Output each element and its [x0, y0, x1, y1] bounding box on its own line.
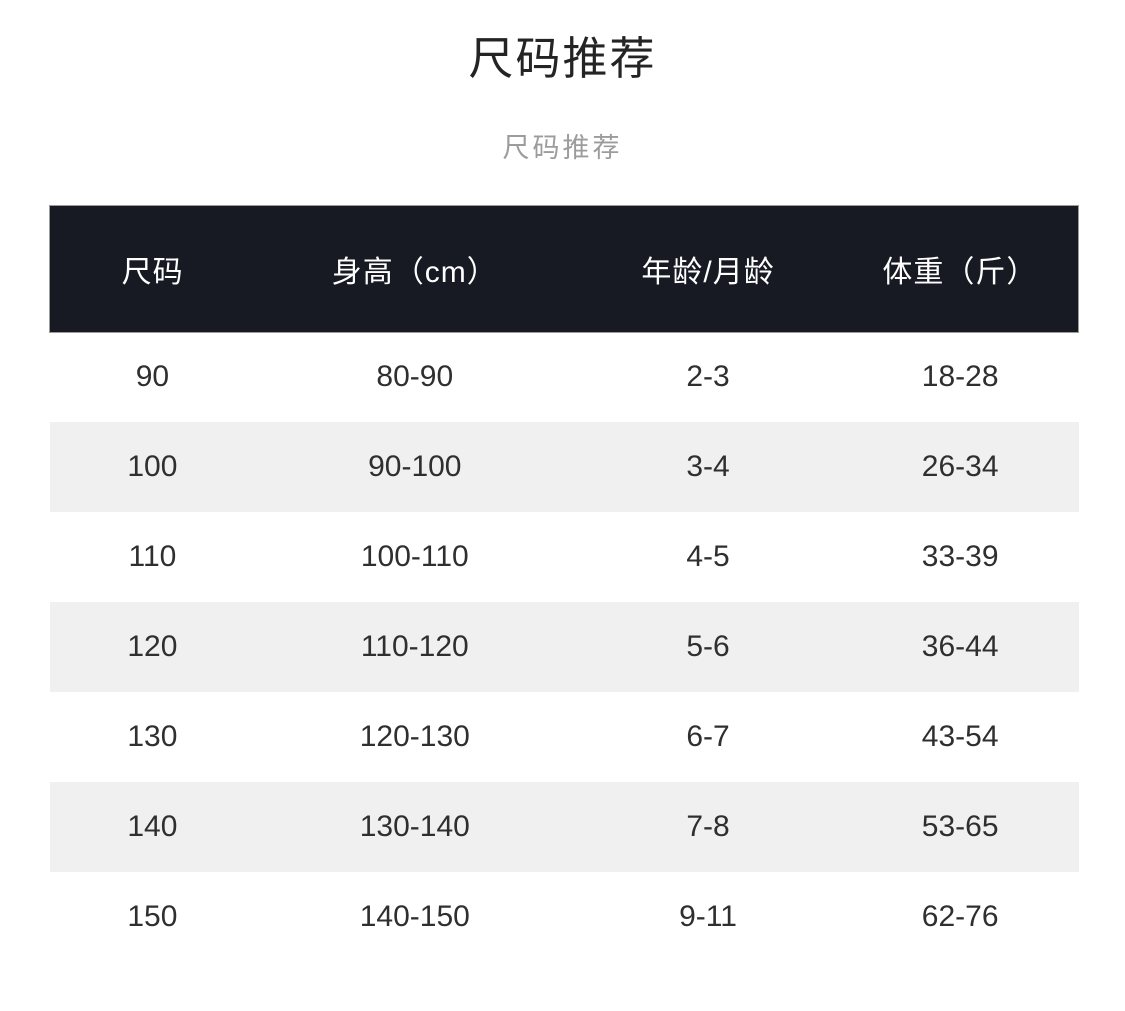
- size-chart-table: 尺码 身高（cm） 年龄/月龄 体重（斤） 90 80-90 2-3 18-28…: [49, 204, 1079, 963]
- table-row: 140 130-140 7-8 53-65: [49, 782, 1079, 873]
- table-cell: 120: [127, 630, 178, 664]
- table-cell: 150: [127, 900, 178, 934]
- table-cell: 90-100: [368, 450, 462, 484]
- table-cell: 33-39: [921, 540, 999, 574]
- table-cell: 140-150: [359, 900, 470, 934]
- table-cell: 3-4: [686, 450, 730, 484]
- table-row: 120 110-120 5-6 36-44: [49, 602, 1079, 693]
- table-row: 110 100-110 4-5 33-39: [49, 512, 1079, 603]
- table-cell: 5-6: [686, 630, 730, 664]
- table-cell: 36-44: [921, 630, 999, 664]
- table-row: 130 120-130 6-7 43-54: [49, 692, 1079, 783]
- table-cell: 26-34: [921, 450, 999, 484]
- table-cell: 43-54: [921, 720, 999, 754]
- table-cell: 110-120: [360, 630, 469, 664]
- table-cell: 100: [127, 450, 178, 484]
- table-cell: 130-140: [359, 810, 470, 844]
- header-cell-height: 身高（cm）: [255, 204, 575, 333]
- table-cell: 100-110: [360, 540, 469, 574]
- table-cell: 110: [128, 540, 177, 574]
- table-cell: 130: [127, 720, 178, 754]
- header-cell-weight: 体重（斤）: [841, 204, 1079, 333]
- table-cell: 90: [135, 360, 170, 394]
- table-cell: 9-11: [679, 900, 737, 934]
- table-cell: 18-28: [921, 360, 999, 394]
- table-cell: 4-5: [686, 540, 730, 574]
- table-cell: 7-8: [686, 810, 730, 844]
- table-cell: 53-65: [921, 810, 999, 844]
- table-cell: 62-76: [921, 900, 999, 934]
- table-header-row: 尺码 身高（cm） 年龄/月龄 体重（斤）: [49, 204, 1079, 333]
- header-cell-size: 尺码: [49, 204, 256, 333]
- table-cell: 120-130: [359, 720, 470, 754]
- page-title: 尺码推荐: [468, 33, 657, 84]
- table-cell: 2-3: [686, 360, 730, 394]
- table-row: 100 90-100 3-4 26-34: [49, 422, 1079, 513]
- page-subtitle: 尺码推荐: [502, 132, 623, 163]
- table-cell: 140: [127, 810, 178, 844]
- table-cell: 6-7: [686, 720, 730, 754]
- table-row: 150 140-150 9-11 62-76: [49, 872, 1079, 963]
- table-cell: 80-90: [376, 360, 454, 394]
- table-row: 90 80-90 2-3 18-28: [49, 332, 1079, 423]
- header-cell-age: 年龄/月龄: [574, 204, 842, 333]
